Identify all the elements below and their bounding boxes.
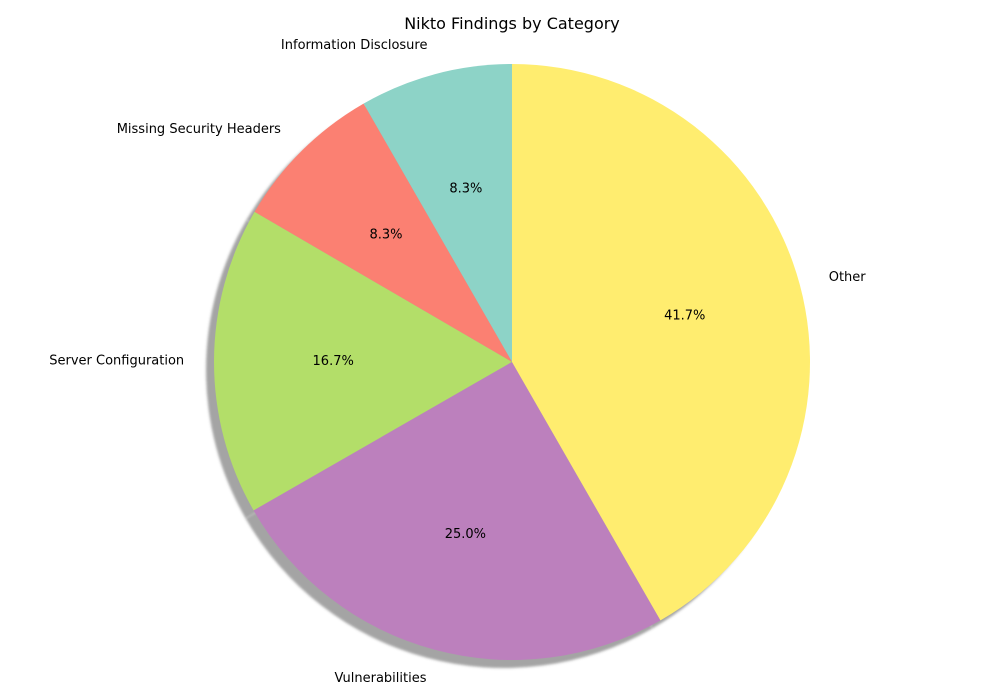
chart-title: Nikto Findings by Category (404, 14, 620, 33)
slice-label-vulnerabilities: Vulnerabilities (335, 671, 427, 686)
slice-label-other: Other (829, 270, 867, 285)
slice-percent-vulnerabilities: 25.0% (445, 527, 486, 542)
pie-slice-information-disclosure (363, 64, 512, 362)
pie-slices (214, 64, 811, 661)
slice-percent-server-configuration: 16.7% (313, 354, 354, 369)
pie-slice-other (512, 64, 811, 621)
pie-slice-server-configuration (214, 211, 512, 511)
slice-label-missing-security-headers: Missing Security Headers (117, 122, 281, 137)
slice-label-server-configuration: Server Configuration (49, 353, 184, 368)
pie-slice-missing-security-headers (254, 103, 512, 363)
slice-percent-other: 41.7% (664, 308, 705, 323)
slice-percent-information-disclosure: 8.3% (449, 182, 482, 197)
pie-slice-vulnerabilities (253, 362, 661, 661)
pie-labels: Information Disclosure 8.3% Missing Securi… (49, 38, 866, 686)
slice-label-information-disclosure: Information Disclosure (281, 38, 428, 53)
slice-percent-missing-security-headers: 8.3% (369, 228, 402, 243)
